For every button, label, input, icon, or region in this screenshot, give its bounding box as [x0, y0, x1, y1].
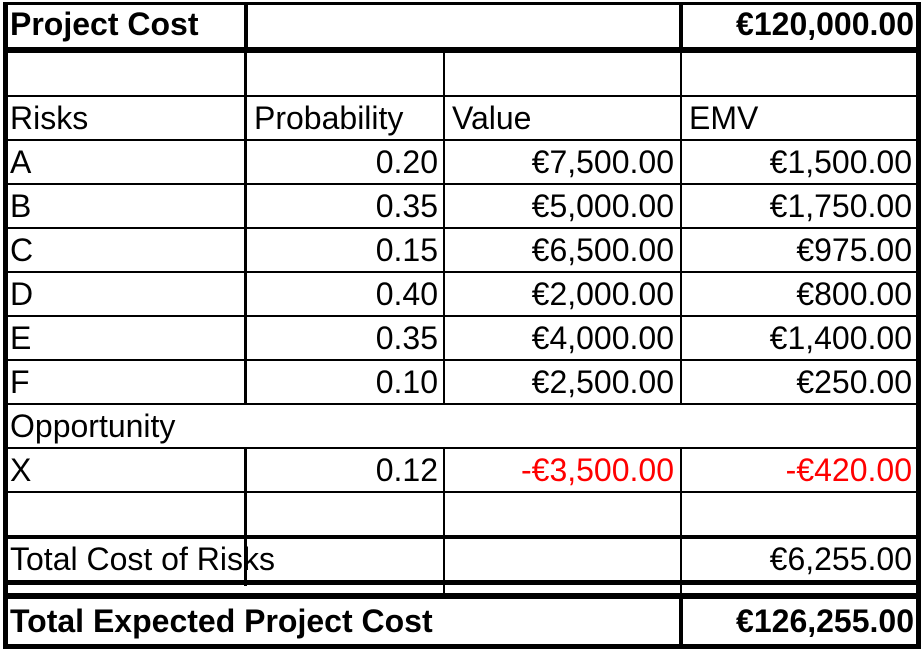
grid-line: [3, 580, 920, 585]
grid-line: [3, 47, 920, 53]
opportunity-label: Opportunity: [10, 408, 176, 444]
grid-line: [3, 535, 920, 539]
grid-line: [3, 359, 920, 361]
emv-header: EMV: [689, 100, 759, 136]
risks-header: Risks: [10, 100, 89, 136]
grid-line: [3, 447, 920, 449]
risk-name: E: [10, 320, 32, 356]
grid-line: [680, 449, 682, 595]
grid-line: [679, 599, 683, 644]
grid-line: [3, 403, 920, 405]
risk-value: €6,500.00: [531, 232, 674, 268]
risk-name: F: [10, 364, 30, 400]
risk-name: C: [10, 232, 34, 268]
grid-line: [3, 315, 920, 317]
risk-probability: 0.20: [375, 144, 438, 180]
risk-probability: 0.40: [375, 276, 438, 312]
grid-line: [3, 491, 920, 493]
total-risks-label: Total Cost of Risks: [10, 541, 275, 577]
risk-value: €2,000.00: [531, 276, 674, 312]
risk-emv: €975.00: [796, 232, 912, 268]
risk-probability: 0.35: [375, 188, 438, 224]
grid-line: [443, 449, 445, 595]
risk-name: A: [10, 144, 32, 180]
grid-line: [244, 53, 247, 405]
grid-line: [3, 95, 920, 97]
grid-line: [3, 227, 920, 229]
grid-line: [244, 2, 248, 47]
risk-emv: €800.00: [796, 276, 912, 312]
project-cost-label: Project Cost: [10, 6, 199, 42]
grid-line: [244, 449, 247, 586]
risk-name: B: [10, 188, 32, 224]
risk-emv: €1,750.00: [769, 188, 912, 224]
total-risks-value: €6,255.00: [769, 541, 912, 577]
total-expected-value: €126,255.00: [736, 603, 914, 639]
grid-line: [443, 53, 445, 405]
total-expected-label: Total Expected Project Cost: [10, 603, 433, 639]
risk-emv: €1,400.00: [769, 320, 912, 356]
risk-value: €7,500.00: [531, 144, 674, 180]
grid-line: [3, 644, 920, 649]
risk-probability: 0.10: [375, 364, 438, 400]
opportunity-emv: -€420.00: [785, 452, 912, 488]
grid-line: [680, 53, 682, 405]
risk-probability: 0.35: [375, 320, 438, 356]
grid-line: [3, 183, 920, 185]
grid-line: [916, 2, 921, 649]
grid-line: [3, 271, 920, 273]
risk-emv: €250.00: [796, 364, 912, 400]
opportunity-name: X: [10, 452, 32, 488]
risk-value: €2,500.00: [531, 364, 674, 400]
risk-probability: 0.15: [375, 232, 438, 268]
project-cost-value: €120,000.00: [736, 6, 914, 42]
grid-line: [3, 2, 920, 5]
grid-line: [3, 593, 920, 599]
value-header: Value: [452, 100, 532, 136]
risk-value: €5,000.00: [531, 188, 674, 224]
grid-line: [679, 2, 683, 47]
grid-line: [3, 139, 920, 141]
risk-name: D: [10, 276, 34, 312]
probability-header: Probability: [254, 100, 404, 136]
grid-line: [3, 2, 8, 649]
risk-emv: €1,500.00: [769, 144, 912, 180]
opportunity-probability: 0.12: [375, 452, 438, 488]
risk-value: €4,000.00: [531, 320, 674, 356]
opportunity-value: -€3,500.00: [520, 452, 674, 488]
